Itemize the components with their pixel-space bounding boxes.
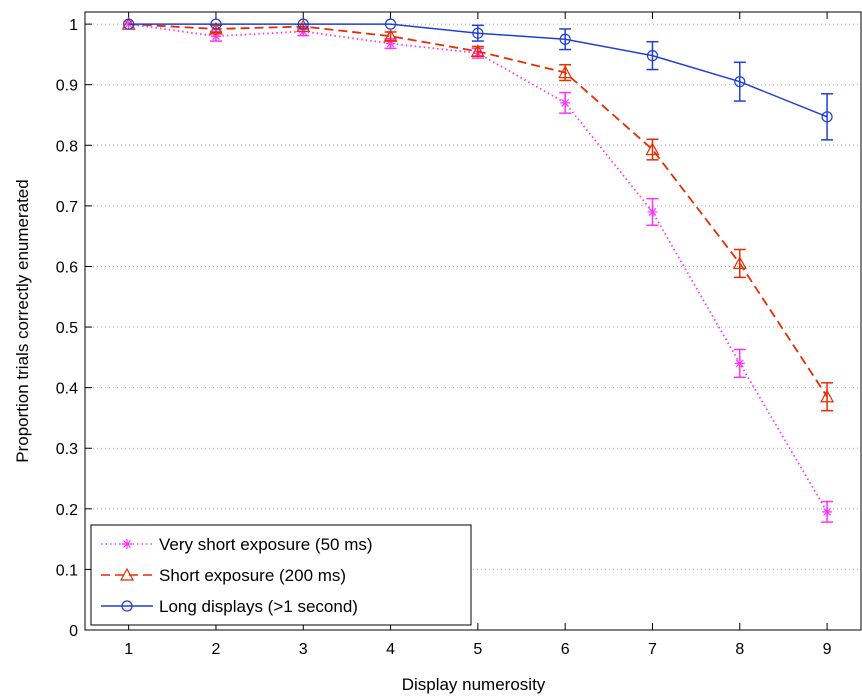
x-tick-label: 8 [735,641,744,658]
y-tick-label: 0.7 [56,199,78,216]
legend-item: Very short exposure (50 ms) [101,535,373,554]
data-point [123,19,134,30]
y-tick-label: 0.6 [56,259,78,276]
data-point [734,358,745,369]
data-point [470,44,485,57]
data-point [560,97,571,108]
y-tick-label: 0 [69,623,78,640]
x-tick-label: 3 [299,641,308,658]
axes-layer: 0 0.1 0.2 0.3 0.4 0.5 0.6 0.7 0.8 0.9 1 1 2 3 4 5 6 7 8 9 [56,11,862,658]
x-axis-label: Display numerosity [402,675,546,694]
y-tick-label: 0.4 [56,381,78,398]
data-point [558,65,573,79]
data-point [385,38,396,49]
y-tick-label: 0.3 [56,441,78,458]
legend-item: Long displays (>1 second) [101,597,358,616]
series-0 [123,19,834,523]
data-point [647,206,658,217]
series-layer [121,16,835,523]
series-line [128,23,828,398]
data-point [119,567,135,581]
grid-layer [85,23,861,570]
data-point [821,111,833,123]
x-tick-label: 5 [473,641,482,658]
x-tick-label: 7 [648,641,657,658]
data-point [121,600,133,612]
y-axis-label: Proportion trials correctly enumerated [13,179,32,462]
legend: Very short exposure (50 ms) Short exposur… [90,524,472,626]
data-point [383,28,398,42]
data-point [559,33,571,45]
series-line [128,23,828,513]
x-tick-label: 2 [212,641,221,658]
data-point [732,256,747,270]
data-point [645,142,660,156]
x-tick-label: 1 [124,641,133,658]
x-tick-label: 4 [386,641,395,658]
data-point [820,389,835,403]
legend-item: Short exposure (200 ms) [101,566,346,585]
data-point [384,18,397,30]
legend-box [90,524,472,626]
y-tick-label: 1 [69,17,78,34]
data-point [734,76,746,88]
y-tick-label: 0.5 [56,320,78,337]
y-tick-label: 0.1 [56,562,78,579]
x-tick-label: 9 [823,641,832,658]
axes-box [84,11,862,631]
y-tick-label: 0.9 [56,78,78,95]
legend-label: Very short exposure (50 ms) [159,535,373,554]
data-point [210,31,221,42]
legend-label: Short exposure (200 ms) [159,566,346,585]
data-point [122,539,132,549]
y-tick-label: 0.8 [56,138,78,155]
x-tick-label: 6 [561,641,570,658]
data-point [296,19,311,33]
data-point [646,50,659,62]
data-point [297,18,309,30]
data-point [472,27,484,39]
data-point [822,506,833,517]
legend-label: Long displays (>1 second) [159,597,358,616]
y-tick-label: 0.2 [56,502,78,519]
data-point [210,18,222,30]
series-2 [123,18,834,141]
data-point [123,18,135,30]
